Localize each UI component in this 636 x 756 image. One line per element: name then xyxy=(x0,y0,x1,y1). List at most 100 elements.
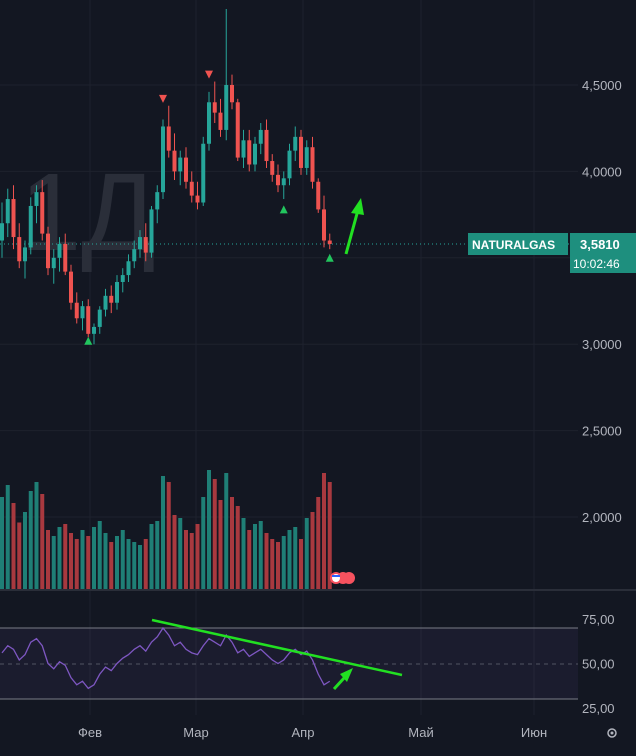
candle xyxy=(46,226,50,276)
candle-body xyxy=(51,257,56,269)
volume-bar xyxy=(103,533,108,590)
candle xyxy=(253,136,257,172)
candle-body xyxy=(34,192,39,206)
volume-bar xyxy=(253,524,257,590)
trend-arrow-up xyxy=(344,198,364,255)
candle xyxy=(230,74,234,110)
volume-bar xyxy=(92,527,96,590)
candle-body xyxy=(17,237,22,262)
volume-bar xyxy=(184,530,188,590)
candle-body xyxy=(241,140,246,158)
candle-body xyxy=(155,192,160,210)
candle xyxy=(155,185,160,224)
price-tick-label: 4,5000 xyxy=(582,78,622,93)
candle-body xyxy=(299,136,303,168)
candle xyxy=(132,240,137,269)
volume-bar xyxy=(247,530,252,590)
candle-body xyxy=(92,326,96,334)
candle-body xyxy=(304,147,309,168)
volume-bar xyxy=(230,497,234,590)
volume-bar xyxy=(281,536,286,590)
volume-bar xyxy=(51,536,56,590)
buy-signal-marker xyxy=(325,253,334,262)
candle xyxy=(74,292,79,324)
signal-markers xyxy=(84,70,334,345)
candle xyxy=(287,143,292,186)
settings-gear-icon-ring xyxy=(607,728,617,738)
volume-bar xyxy=(115,536,119,590)
volume-bar xyxy=(224,473,229,590)
rsi-trendline xyxy=(151,618,403,677)
volume-bar xyxy=(258,521,263,590)
volume-bar xyxy=(155,521,160,590)
symbol-label: NATURALGAS xyxy=(472,238,555,252)
volume-bar xyxy=(138,545,142,590)
candle-body xyxy=(149,209,154,253)
candle xyxy=(166,105,171,158)
rsi-line xyxy=(1,626,331,690)
candle-body xyxy=(115,281,119,303)
settings-gear-icon[interactable] xyxy=(607,728,617,738)
candle xyxy=(281,171,286,200)
volume-bar xyxy=(327,482,332,590)
candle xyxy=(218,98,223,137)
candle-body xyxy=(184,157,188,182)
volume-bar xyxy=(80,530,85,590)
volume-bar xyxy=(299,539,303,590)
rsi-tick-label: 25,00 xyxy=(582,701,615,716)
volume-bar xyxy=(11,503,16,590)
candle xyxy=(270,154,275,182)
candle xyxy=(63,233,68,276)
flag-icon[interactable] xyxy=(330,572,355,584)
candle xyxy=(172,133,177,181)
rsi-axis: 75,00 50,00 25,00 xyxy=(582,612,615,716)
sell-signal-marker xyxy=(159,94,167,103)
volume-bar xyxy=(109,542,114,590)
candle-body xyxy=(189,181,194,196)
volume-bar xyxy=(201,497,206,590)
candle xyxy=(184,147,188,189)
buy-signal-marker xyxy=(84,336,93,345)
flag-icon-stripe xyxy=(332,575,340,577)
volume-bar xyxy=(235,506,240,590)
candle-body xyxy=(23,247,27,262)
candle xyxy=(264,119,269,168)
candle xyxy=(207,91,211,151)
candle-body xyxy=(224,85,229,130)
time-tick-label: Мар xyxy=(183,725,208,740)
volume-bar xyxy=(120,530,125,590)
volume-bar xyxy=(195,524,200,590)
candle-body xyxy=(11,199,16,238)
candle xyxy=(120,268,125,293)
volume-bar xyxy=(34,482,39,590)
candle-body xyxy=(126,261,131,276)
candle-body xyxy=(120,275,125,282)
candle-body xyxy=(74,302,79,319)
candle xyxy=(276,164,280,193)
candle-body xyxy=(276,174,280,186)
volume-bar xyxy=(97,521,102,590)
time-tick-label: Май xyxy=(408,725,433,740)
candle-body xyxy=(218,112,223,130)
candle-body xyxy=(230,85,234,103)
candle xyxy=(69,264,73,310)
candle xyxy=(109,285,114,314)
trend-arrow-up-shaft xyxy=(344,209,360,255)
volume-bar xyxy=(57,527,62,590)
candle-body xyxy=(195,195,200,203)
time-tick-label: Июн xyxy=(521,725,547,740)
candle-body xyxy=(40,192,45,234)
candle xyxy=(299,129,303,175)
candle-body xyxy=(0,223,4,241)
price-tick-label: 3,0000 xyxy=(582,337,622,352)
candle xyxy=(0,202,4,258)
candle-body xyxy=(46,233,50,269)
volume-bar xyxy=(189,533,194,590)
candle xyxy=(138,230,142,258)
time-axis: Фев Мар Апр Май Июн xyxy=(78,725,547,740)
candle xyxy=(322,195,326,248)
candle xyxy=(189,171,194,203)
candle xyxy=(327,233,332,250)
volume-bar xyxy=(241,518,246,590)
